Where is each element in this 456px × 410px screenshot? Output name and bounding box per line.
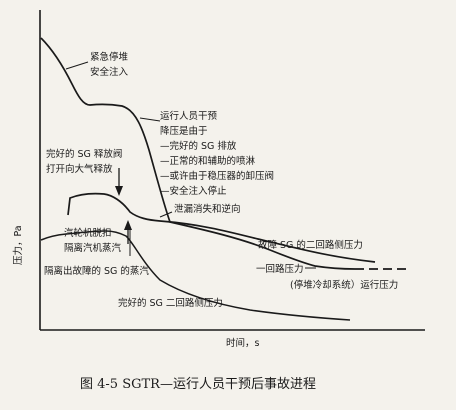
annotation-relief-1: 完好的 SG 释放阀: [46, 148, 122, 160]
annotation-leader-operator: [139, 117, 161, 122]
annotation-intact-sg: 完好的 SG 二回路侧压力: [118, 297, 223, 309]
series-line-faulted-sg-pressure: [67, 192, 376, 263]
annotation-turbine-1: 汽轮机脱扣: [64, 227, 112, 239]
x-axis-title: 时间，s: [226, 337, 260, 349]
series-line-primary-pressure: [40, 37, 356, 270]
relief-valve-arrowhead: [115, 186, 123, 196]
annotation-operator-1: 运行人员干预: [160, 110, 218, 122]
annotation-faulted-sg: 故障 SG 的二回路侧压力: [258, 239, 363, 251]
annotation-relief-2: 打开向大气释放: [46, 163, 113, 175]
annotation-operator-4: —正常的和辅助的喷淋: [160, 155, 256, 167]
annotation-operator-6: —安全注入停止: [160, 185, 227, 197]
y-axis-title: 压力，Pa: [12, 225, 24, 265]
annotation-operator-2: 降压是由于: [160, 125, 208, 137]
figure-caption: 图 4-5 SGTR—运行人员干预后事故进程: [80, 377, 316, 392]
annotation-primary: 一回路压力: [256, 263, 304, 275]
annotation-scram-1: 紧急停堆: [90, 51, 129, 63]
annotation-leak: 泄漏消失和逆向: [174, 203, 241, 215]
annotation-cooling: (停堆冷却系统）运行压力: [290, 279, 398, 291]
annotation-isolate: 隔离出故障的 SG 的蒸汽: [44, 265, 149, 277]
turbine-trip-arrowhead: [124, 220, 132, 230]
annotation-operator-5: —或许由于稳压器的卸压阀: [160, 170, 274, 182]
annotation-leader-leak: [159, 211, 173, 218]
annotation-leader-scram: [65, 61, 89, 70]
annotation-turbine-2: 隔离汽机蒸汽: [64, 242, 122, 254]
annotation-scram-2: 安全注入: [90, 66, 129, 78]
annotation-operator-3: —完好的 SG 排放: [160, 140, 237, 152]
